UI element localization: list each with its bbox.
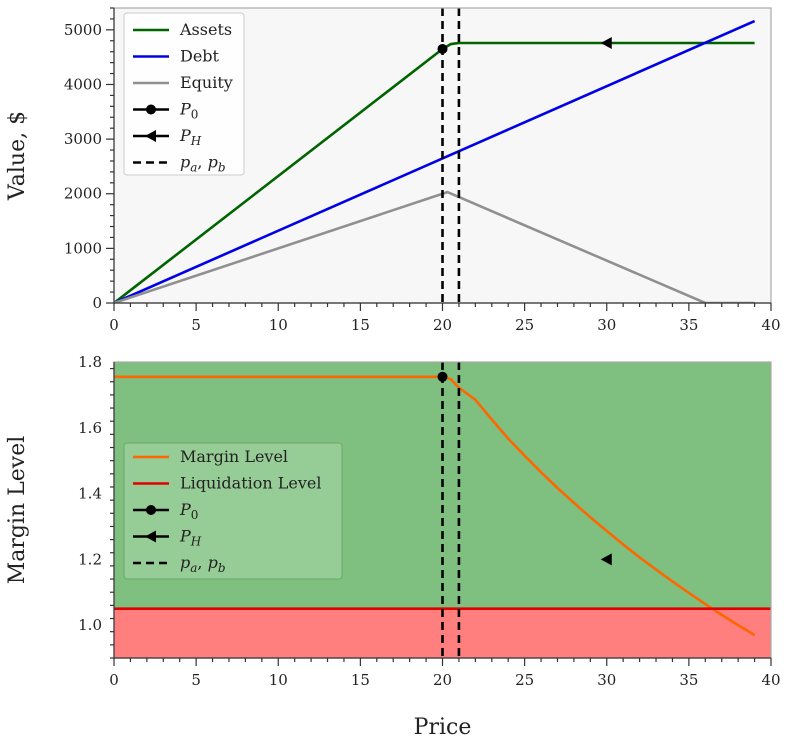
y-tick-label: 5000 bbox=[64, 21, 102, 39]
legend-label: pa, pb bbox=[180, 553, 226, 575]
y-tick-label: 3000 bbox=[64, 130, 102, 148]
x-tick-label: 25 bbox=[515, 671, 534, 689]
x-tick-label: 15 bbox=[351, 671, 370, 689]
marker-p0 bbox=[437, 43, 448, 54]
series-margin-level bbox=[114, 375, 756, 637]
plot-area bbox=[114, 8, 756, 303]
x-tick-label: 30 bbox=[597, 671, 616, 689]
legend-marker-triangle bbox=[145, 530, 156, 543]
x-tick-label: 10 bbox=[269, 671, 288, 689]
y-tick-label: 1.8 bbox=[78, 353, 102, 371]
chart-panel-1: 0 5 10 15 20 25 30 35 40 0 1000 2000 3000 4000 5000 Val… bbox=[5, 7, 781, 334]
x-tick-label: 0 bbox=[109, 671, 119, 689]
marker-p0 bbox=[437, 371, 448, 382]
legend: Assets Debt Equity P0 PH pa, pb bbox=[123, 12, 245, 176]
legend-marker-circle bbox=[146, 505, 156, 515]
series-debt bbox=[114, 19, 756, 303]
x-tick-label: 25 bbox=[515, 316, 534, 334]
legend-label: Margin Level bbox=[180, 447, 288, 466]
y-axis-label: Margin Level bbox=[5, 436, 30, 585]
legend-box bbox=[123, 442, 343, 580]
x-tick-label: 35 bbox=[679, 316, 698, 334]
y-tick-label: 1.4 bbox=[78, 485, 102, 503]
chart-panel-2: 0 5 10 15 20 25 30 35 40 1.0 1.2 1.4 1.6 1.8 Margin Le… bbox=[5, 353, 781, 738]
y-tick-label: 0 bbox=[92, 294, 102, 312]
legend: Margin Level Liquidation Level P0 PH pa, pb bbox=[123, 442, 343, 580]
y-tick-label: 2000 bbox=[64, 185, 102, 203]
x-tick-label: 10 bbox=[269, 316, 288, 334]
legend-label: PH bbox=[179, 126, 202, 148]
legend-marker-triangle bbox=[145, 130, 156, 142]
y-tick-label: 1.2 bbox=[78, 550, 102, 568]
y-tick-label: 1.0 bbox=[78, 616, 102, 634]
x-tick-label: 5 bbox=[191, 316, 201, 334]
marker-ph bbox=[600, 36, 612, 49]
legend-label: P0 bbox=[179, 100, 198, 122]
y-axis-label: Value, $ bbox=[5, 111, 30, 201]
x-tick-label: 20 bbox=[433, 671, 452, 689]
x-tick-label: 30 bbox=[597, 316, 616, 334]
legend-marker-circle bbox=[146, 104, 156, 115]
x-tick-label: 0 bbox=[109, 316, 119, 334]
x-tick-label: 20 bbox=[433, 316, 452, 334]
legend-label: P0 bbox=[179, 500, 198, 522]
legend-label: pa, pb bbox=[180, 153, 226, 175]
x-axis-label: Price bbox=[414, 715, 472, 738]
marker-ph bbox=[600, 553, 612, 566]
legend-label: Equity bbox=[180, 73, 233, 92]
y-tick-label: 1000 bbox=[64, 239, 102, 257]
x-tick-label: 15 bbox=[351, 316, 370, 334]
legend-label: Debt bbox=[180, 47, 220, 66]
y-tick-label: 1.6 bbox=[78, 419, 102, 437]
series-assets bbox=[114, 41, 755, 303]
legend-label: PH bbox=[179, 527, 202, 549]
x-tick-label: 5 bbox=[191, 671, 201, 689]
legend-label: Assets bbox=[179, 20, 232, 39]
legend-label: Liquidation Level bbox=[180, 474, 321, 493]
x-tick-label: 40 bbox=[761, 316, 780, 334]
x-tick-label: 35 bbox=[679, 671, 698, 689]
y-tick-label: 4000 bbox=[64, 75, 102, 93]
x-tick-label: 40 bbox=[761, 671, 780, 689]
series-equity bbox=[114, 190, 755, 303]
